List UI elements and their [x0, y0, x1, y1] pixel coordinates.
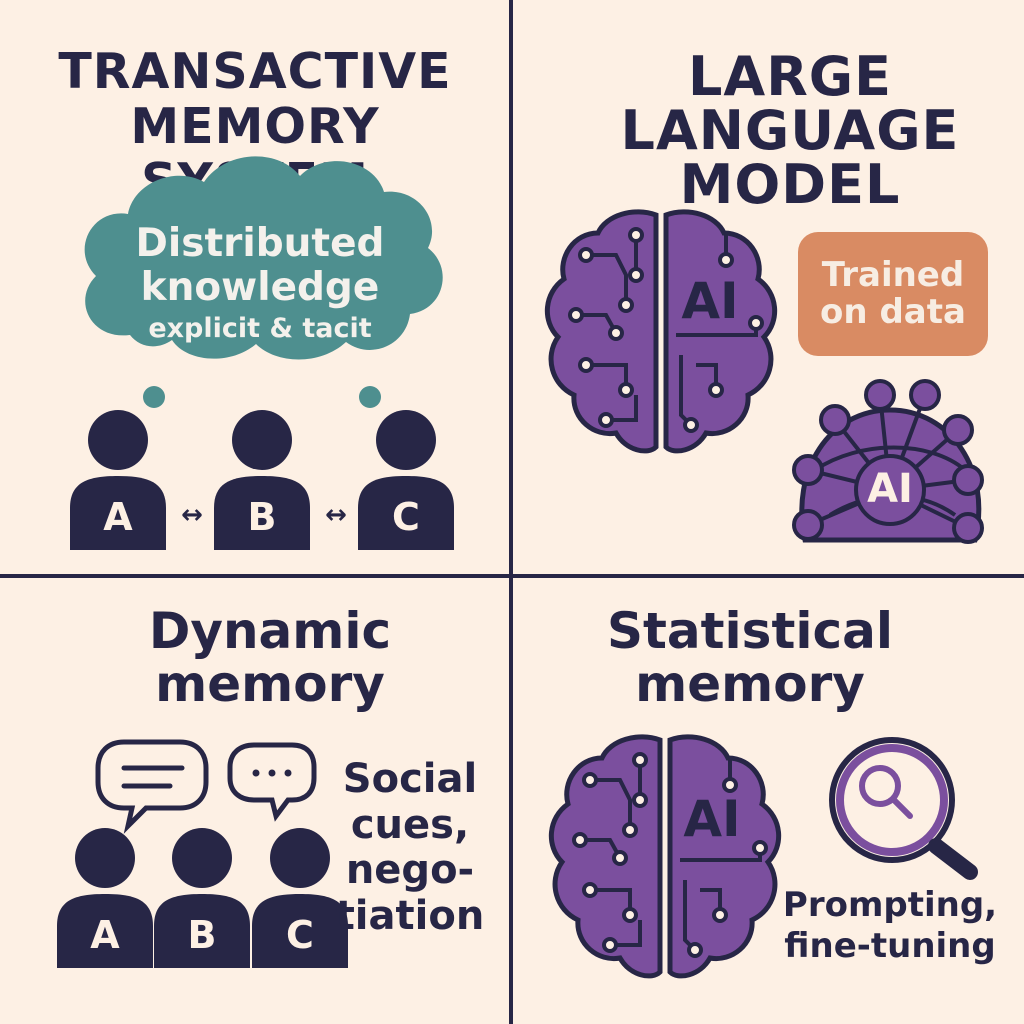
person-c-label: C — [392, 495, 420, 539]
llm-brain-label: AI — [681, 272, 739, 330]
neural-network-icon — [792, 379, 984, 544]
trained-badge: Trained on data — [798, 232, 988, 356]
person-b-label: B — [247, 495, 277, 539]
horizontal-divider — [0, 574, 1024, 578]
statistical-title: Statistical memory — [606, 602, 893, 713]
llm-brain-icon — [547, 212, 774, 451]
vertical-divider — [509, 0, 513, 1024]
prompting-note: Prompting, fine-tuning — [782, 885, 998, 967]
arrow-bc: ↔ — [325, 500, 347, 530]
statistical-brain-icon — [551, 737, 778, 976]
statistical-brain-label: AI — [683, 790, 741, 848]
chat-bubble-lines-icon — [95, 739, 209, 834]
arrow-ab: ↔ — [181, 500, 203, 530]
dynamic-title: Dynamic memory — [148, 602, 392, 713]
magnifier-icon — [829, 737, 978, 880]
network-label: AI — [867, 466, 913, 512]
person-c-label: C — [286, 913, 314, 957]
person-a-label: A — [103, 495, 133, 539]
cloud-text: Distributed knowledge explicit & tacit — [135, 221, 385, 345]
person-b-label: B — [187, 913, 217, 957]
llm-title: LARGE LANGUAGE MODEL — [620, 45, 960, 216]
social-cues-note: Social cues, nego- tiation — [335, 756, 485, 939]
chat-bubble-dots-icon — [227, 742, 317, 822]
person-a-label: A — [90, 913, 120, 957]
knowledge-cloud — [84, 156, 443, 408]
